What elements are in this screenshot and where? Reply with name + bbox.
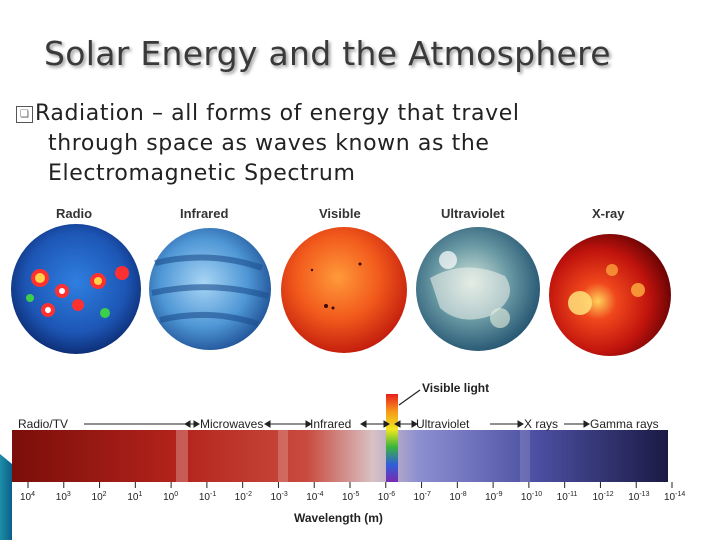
wavelength-tick-label: 10-10 — [521, 491, 542, 503]
wavelength-tick-label: 10-9 — [485, 491, 502, 503]
bullet-line-2: through space as waves known as the — [48, 131, 490, 156]
wavelength-tick-label: 10-4 — [306, 491, 323, 503]
wavelength-tick-label: 10-6 — [378, 491, 395, 503]
wavelength-tick-label: 10-8 — [449, 491, 466, 503]
band-label-infrared: Infrared — [310, 417, 351, 431]
wavelength-tick-label: 104 — [20, 491, 35, 503]
band-label-x-rays: X rays — [524, 417, 558, 431]
wavelength-tick-label: 10-1 — [199, 491, 216, 503]
wavelength-tick-label: 10-11 — [557, 491, 578, 503]
bullet-line-1: Radiation – all forms of energy that tra… — [35, 101, 520, 126]
wavelength-tick-label: 10-12 — [592, 491, 613, 503]
electromagnetic-spectrum-figure: Radio Infrared Visible Ultraviolet X-ray — [0, 198, 720, 540]
sun-image-radio — [11, 224, 141, 354]
wavelength-tick-label: 10-7 — [414, 491, 431, 503]
sun-label-infrared: Infrared — [180, 206, 229, 221]
bullet-text: Radiation – all forms of energy that tra… — [35, 99, 668, 189]
wavelength-tick-label: 100 — [163, 491, 178, 503]
slide-title: Solar Energy and the Atmosphere — [44, 34, 611, 73]
spectrum-bar — [12, 394, 668, 482]
wavelength-tick-label: 10-5 — [342, 491, 359, 503]
sun-label-xray: X-ray — [592, 206, 625, 221]
band-label-gamma-rays: Gamma rays — [590, 417, 659, 431]
sun-label-ultraviolet: Ultraviolet — [441, 206, 505, 221]
band-label-microwaves: Microwaves — [200, 417, 263, 431]
wavelength-tick-label: 10-3 — [270, 491, 287, 503]
sun-image-xray — [549, 234, 671, 356]
visible-light-label: Visible light — [422, 381, 489, 395]
wavelength-tick-label: 101 — [127, 491, 142, 503]
square-bullet-icon: ❏ — [16, 106, 33, 123]
wavelength-tick-label: 102 — [92, 491, 107, 503]
wavelength-tick-label: 103 — [56, 491, 71, 503]
wavelength-tick-label: 10-2 — [235, 491, 252, 503]
visible-light-strip — [386, 394, 398, 482]
decorative-teal-bar — [0, 454, 12, 540]
wavelength-tick-label: 10-13 — [628, 491, 649, 503]
band-arrows — [84, 420, 590, 428]
sun-image-visible — [281, 227, 407, 353]
sun-image-ultraviolet — [416, 227, 540, 351]
sun-label-radio: Radio — [56, 206, 93, 221]
band-label-radio-tv: Radio/TV — [18, 417, 68, 431]
wavelength-ticks: 104 103 102 101 100 10-1 10-2 10-3 10-4 10-5 10-6 1… — [20, 482, 685, 503]
wavelength-axis-label: Wavelength (m) — [294, 511, 383, 525]
sun-image-infrared — [149, 228, 271, 350]
sun-label-visible: Visible — [319, 206, 361, 221]
spectrum-svg: Visible light Radio/TV Microwaves Infrar… — [0, 224, 685, 540]
wavelength-tick-label: 10-14 — [664, 491, 685, 503]
visible-light-pointer — [398, 389, 421, 406]
band-label-ultraviolet: Ultraviolet — [416, 417, 470, 431]
bullet-line-3: Electromagnetic Spectrum — [48, 161, 356, 186]
